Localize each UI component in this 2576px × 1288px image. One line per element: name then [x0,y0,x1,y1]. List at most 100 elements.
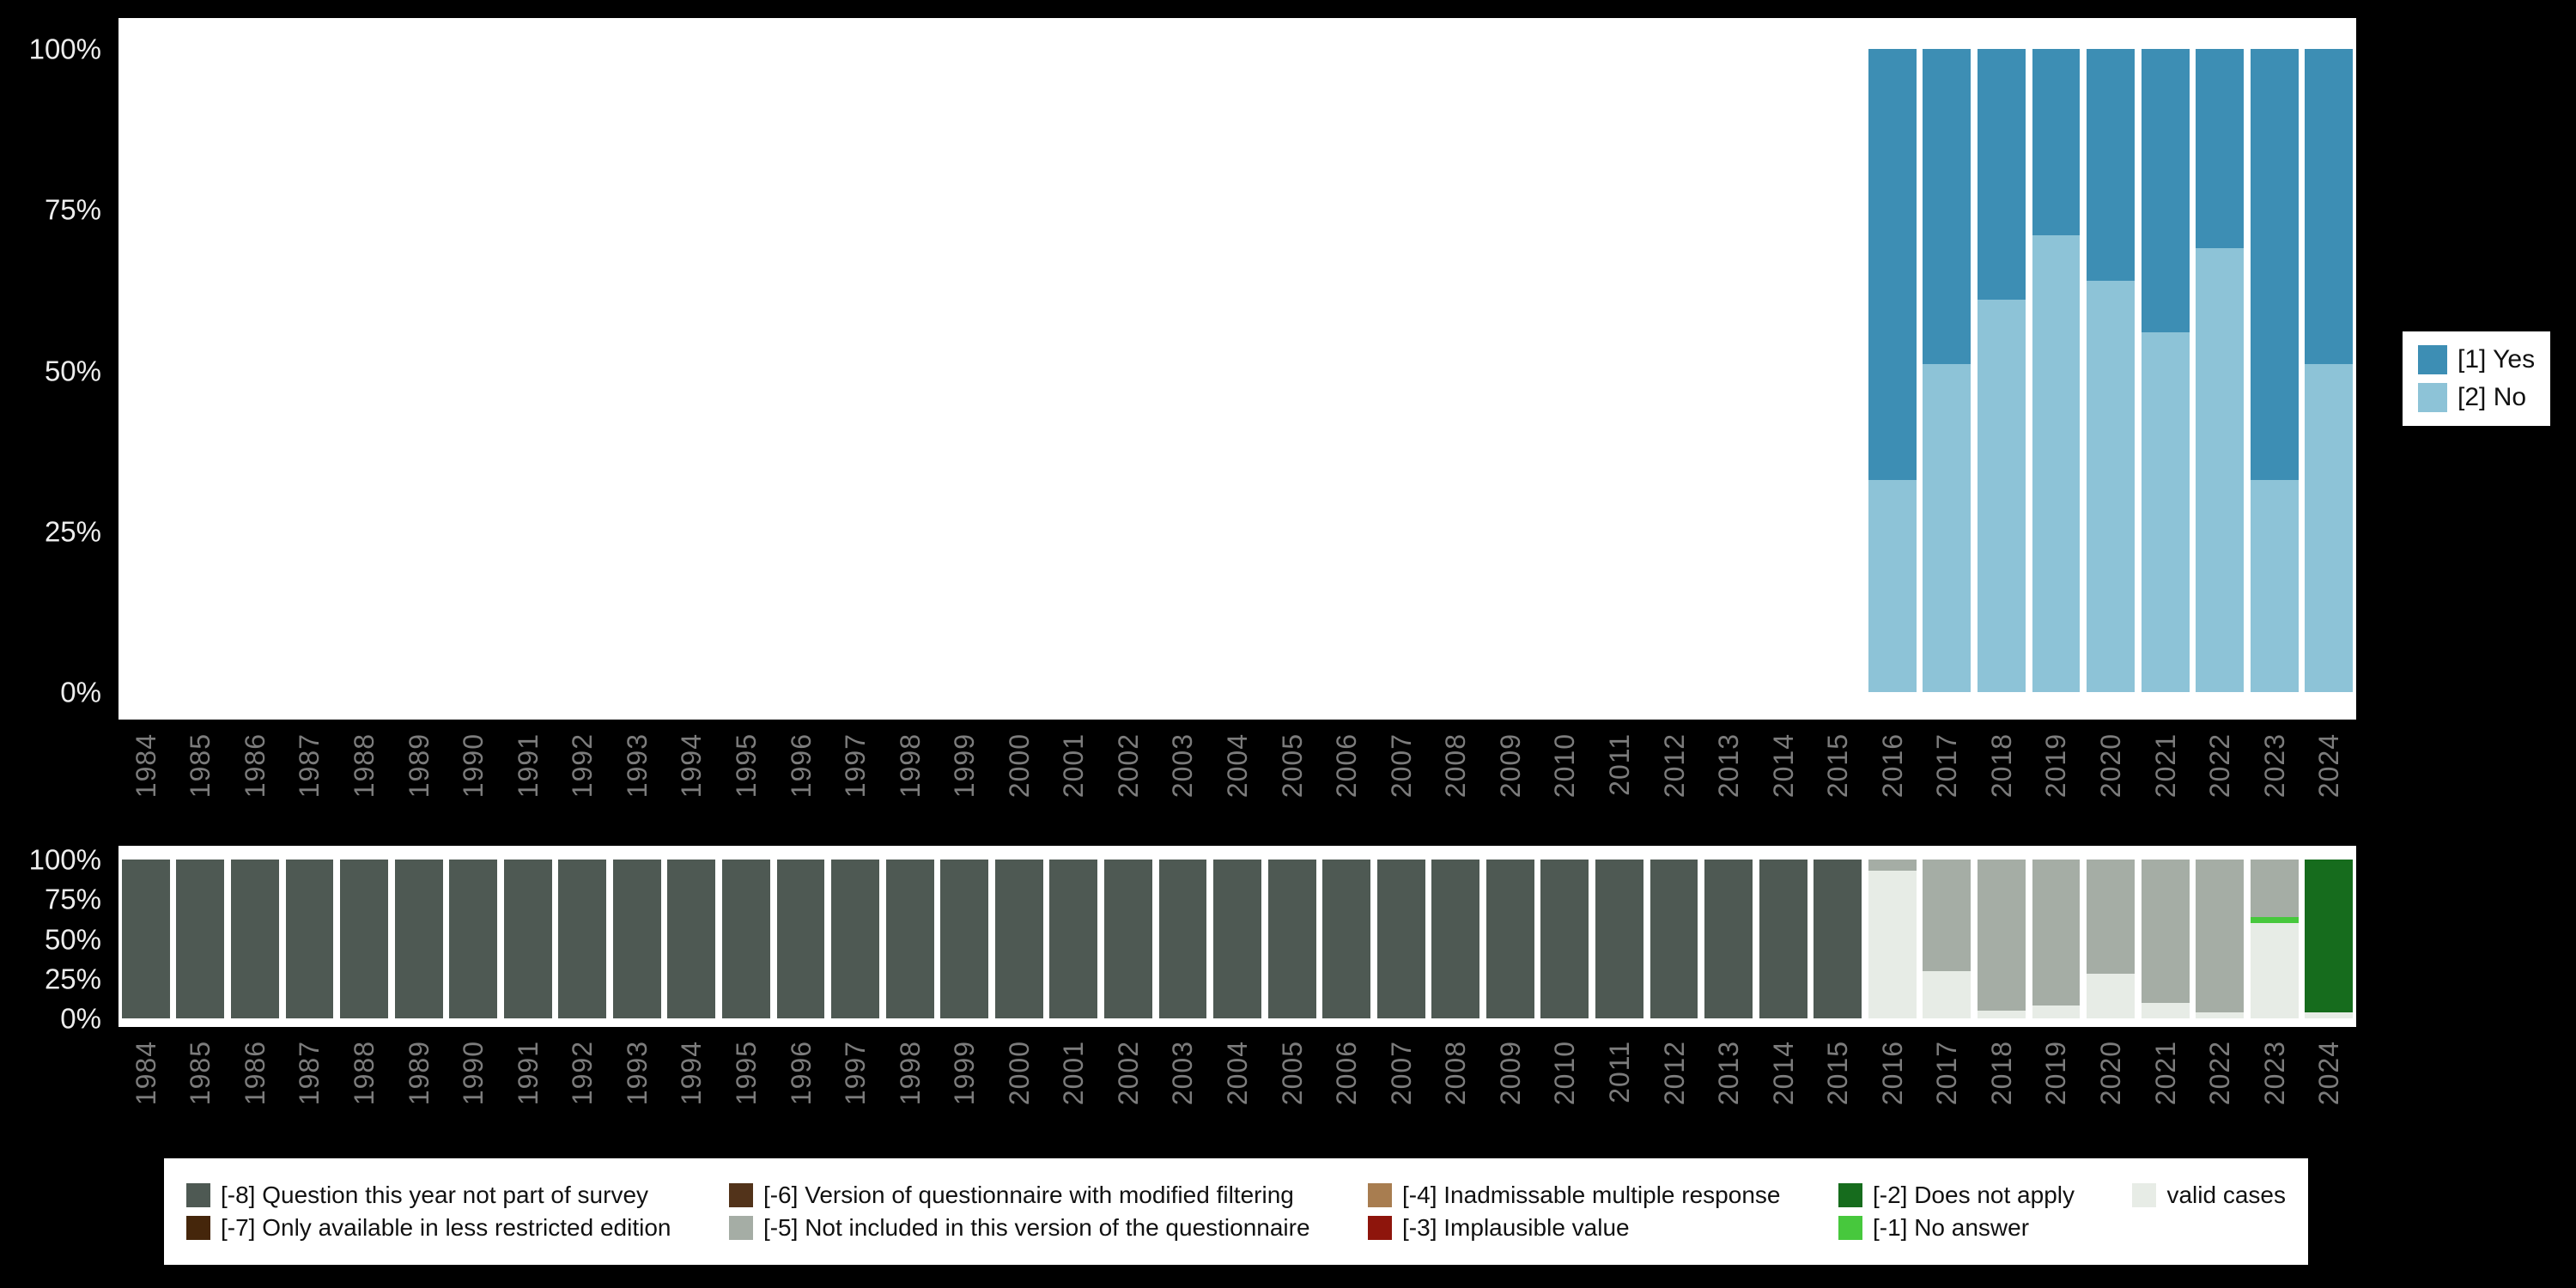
stacked-bar [777,49,825,692]
bar-column-2020 [2083,860,2138,1018]
stacked-bar [1540,49,1589,692]
year-label: 2009 [1494,733,1526,799]
year-label: 2000 [1003,1041,1035,1106]
x-tick: 1992 [556,1036,611,1132]
bar-segment [1649,860,1698,1018]
legend-swatch [1368,1216,1393,1240]
legend-label: [2] No [2458,383,2527,411]
year-label: 2012 [1658,1041,1690,1106]
bar-column-2011 [1592,49,1647,692]
stacked-bar [994,860,1043,1018]
x-tick: 2021 [2138,1036,2193,1132]
bar-segment [2250,860,2299,917]
stacked-bar [1213,860,1261,1018]
year-label: 1998 [894,733,926,799]
stacked-bar [394,860,443,1018]
stacked-bar [2250,49,2299,692]
bar-column-2002 [1101,860,1156,1018]
x-tick: 1995 [719,728,774,824]
stacked-bar [1104,49,1152,692]
year-label: 1999 [949,1041,981,1106]
bar-column-2018 [1974,860,2029,1018]
bar-segment [667,860,716,1018]
bar-column-1999 [937,49,992,692]
x-tick: 2024 [2302,728,2357,824]
stacked-bar [885,860,934,1018]
year-label: 2013 [1713,1041,1745,1106]
bar-segment [722,860,770,1018]
year-label: 1997 [840,1041,872,1106]
stacked-bar [2196,860,2245,1018]
stacked-bar [1923,860,1971,1018]
y-tick-label: 100% [28,33,101,65]
year-label: 2007 [1385,733,1417,799]
bar-segment [1267,860,1316,1018]
stacked-bar [1486,49,1534,692]
bar-segment [1485,860,1534,1018]
year-label: 1988 [349,733,380,799]
bar-segment [1868,49,1917,480]
bar-segment [1431,860,1480,1018]
stacked-bar [1049,49,1097,692]
stacked-bar [940,860,989,1018]
x-tick: 1986 [228,728,283,824]
year-label: 1992 [567,733,598,799]
x-tick: 1995 [719,1036,774,1132]
year-label: 1988 [349,1041,380,1106]
year-label: 1999 [949,733,981,799]
bar-column-1991 [501,860,556,1018]
bar-column-1989 [392,49,447,692]
bar-column-1992 [556,860,611,1018]
bar-segment [1868,479,1917,692]
year-label: 2023 [2258,1041,2290,1106]
stacked-bar [2196,49,2245,692]
year-label: 1996 [785,1041,817,1106]
bar-column-1996 [774,49,829,692]
stacked-bar [722,860,770,1018]
bar-column-1997 [828,49,883,692]
bar-segment [1213,860,1261,1018]
year-label: 1997 [840,733,872,799]
stacked-bar [831,49,879,692]
x-tick: 2012 [1647,1036,1702,1132]
year-label: 2024 [2313,733,2345,799]
bar-column-1987 [283,860,337,1018]
year-label: 2008 [1440,1041,1472,1106]
stacked-bar [1376,860,1425,1018]
year-label: 2009 [1494,1041,1526,1106]
year-label: 1995 [730,1041,762,1106]
bar-column-2003 [1156,49,1211,692]
year-label: 2014 [1767,733,1799,799]
x-tick: 1989 [392,728,447,824]
stacked-bar [558,860,607,1018]
stacked-bar [1704,860,1753,1018]
bar-segment [885,860,934,1018]
x-tick: 2017 [1920,728,1975,824]
y-tick-label: 0% [60,1002,101,1035]
stacked-bar [613,49,661,692]
stacked-bar [2141,49,2190,692]
x-tick: 2005 [1265,728,1320,824]
stacked-bar [558,49,606,692]
x-tick: 2008 [1429,1036,1484,1132]
answers-chart-panel [118,18,2356,720]
bar-column-1991 [501,49,556,692]
x-tick: 1990 [446,728,501,824]
x-tick: 2023 [2247,728,2302,824]
x-tick: 1997 [828,728,883,824]
bar-column-1988 [337,860,392,1018]
year-label: 1996 [785,733,817,799]
x-tick: 2005 [1265,1036,1320,1132]
year-label: 1990 [458,1041,489,1106]
bar-column-2004 [1210,860,1265,1018]
stacked-bar [1704,49,1753,692]
bar-column-1995 [719,860,774,1018]
bar-segment [2087,860,2135,975]
bar-segment [449,860,498,1018]
year-label: 1986 [239,733,270,799]
bar-segment [2032,860,2081,1006]
year-label: 1984 [130,733,161,799]
bar-segment [2141,1002,2190,1018]
year-label: 2016 [1876,1041,1908,1106]
x-tick: 2002 [1101,728,1156,824]
